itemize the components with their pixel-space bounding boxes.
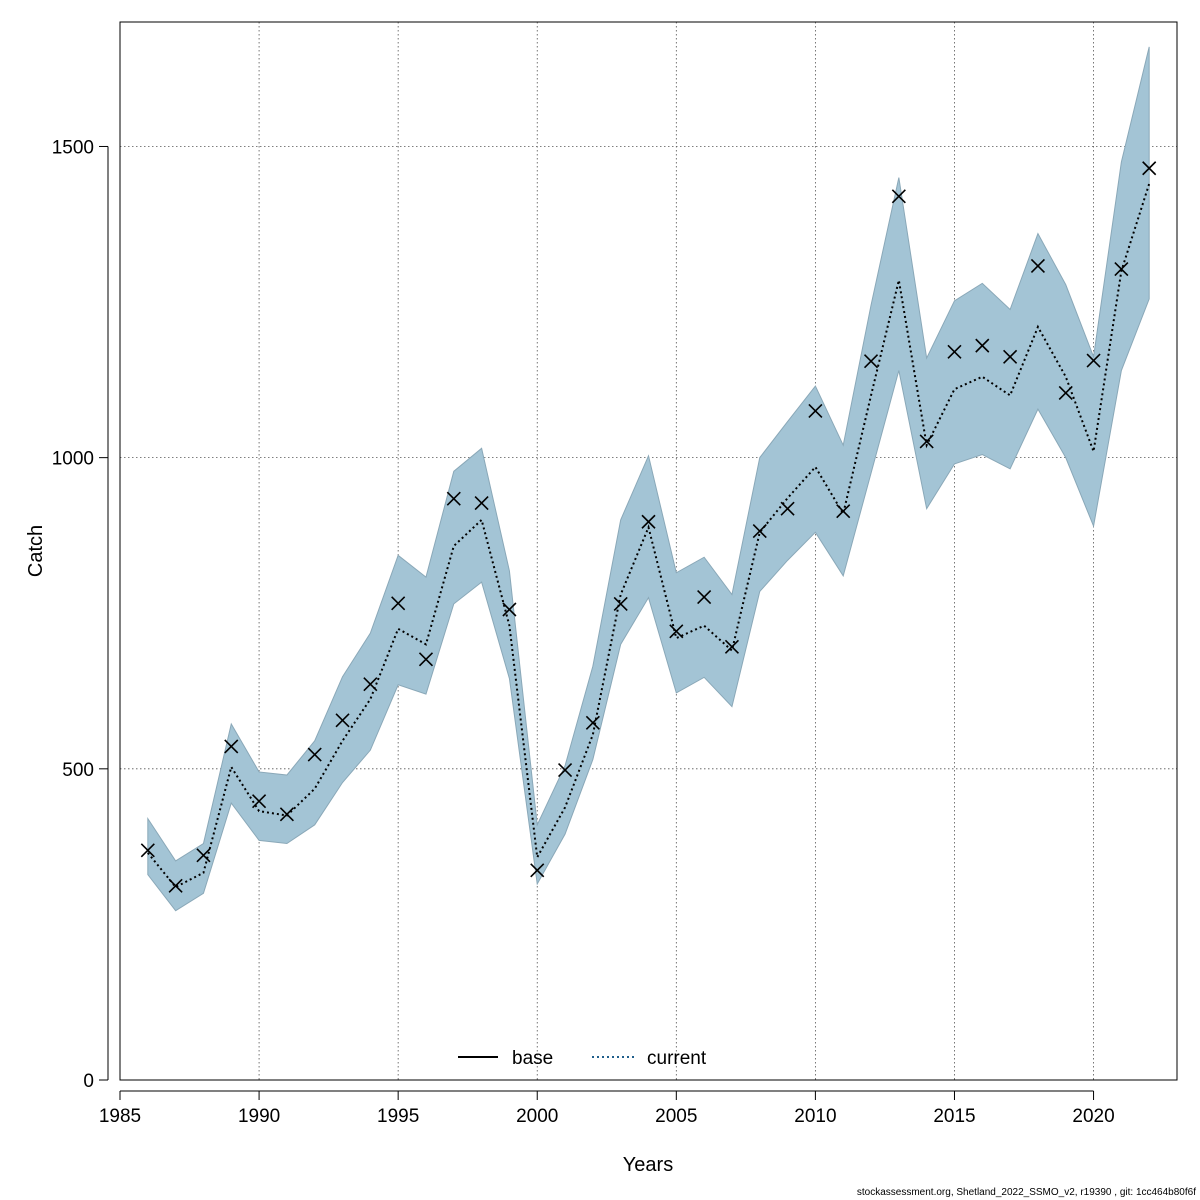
observed-point	[669, 624, 684, 639]
legend-label-base: base	[512, 1048, 553, 1069]
observed-markers	[140, 161, 1157, 893]
current-series-line	[147, 183, 1151, 889]
y-tick-label: 500	[62, 760, 94, 781]
observed-point	[335, 713, 350, 728]
observed-point	[697, 589, 712, 605]
observed-point	[252, 794, 267, 809]
x-tick-label: 1995	[377, 1106, 419, 1127]
observed-point	[641, 514, 656, 529]
series-lines	[147, 183, 1151, 889]
observed-point	[836, 504, 851, 519]
axes: 1985 1990 1995 2000 2005 2010 2015 2020 0 500 1000…	[52, 137, 1115, 1127]
observed-point	[891, 189, 906, 204]
confidence-band	[147, 46, 1150, 912]
observed-point	[446, 491, 461, 506]
y-tick-label: 1500	[52, 137, 94, 158]
y-tick-label: 1000	[52, 449, 94, 470]
observed-point	[557, 763, 573, 778]
observed-point	[1058, 385, 1073, 400]
legend: base current	[458, 1048, 707, 1069]
y-axis-title: Catch	[25, 525, 47, 577]
observed-point	[224, 739, 239, 754]
observed-point	[1142, 161, 1157, 176]
x-tick-label: 1990	[238, 1106, 280, 1127]
observed-point	[947, 344, 962, 359]
observed-point	[808, 403, 823, 419]
x-tick-label: 2015	[933, 1106, 975, 1127]
observed-point	[1003, 349, 1018, 364]
observed-point	[168, 878, 183, 893]
observed-point	[613, 596, 628, 611]
observed-point	[780, 501, 795, 516]
x-tick-label: 2005	[655, 1106, 697, 1127]
y-tick-label: 0	[83, 1071, 94, 1092]
footer-credit: stockassessment.org, Shetland_2022_SSMO_…	[856, 1187, 1196, 1198]
observed-point	[140, 843, 155, 858]
observed-point	[863, 354, 879, 369]
observed-point	[1030, 258, 1045, 274]
observed-point	[391, 596, 406, 611]
observed-point	[196, 848, 211, 863]
x-axis-title: Years	[623, 1154, 673, 1176]
observed-point	[724, 639, 740, 654]
observed-point	[474, 496, 489, 511]
observed-point	[975, 338, 990, 353]
observed-point	[919, 434, 934, 449]
x-tick-label: 2020	[1072, 1106, 1114, 1127]
observed-point	[307, 747, 322, 762]
x-tick-label: 1985	[99, 1106, 141, 1127]
observed-point	[418, 652, 434, 667]
observed-point	[363, 677, 378, 692]
plot-frame	[119, 21, 1178, 1081]
observed-point	[279, 807, 294, 822]
observed-point	[585, 715, 600, 730]
confidence-band-area	[147, 46, 1150, 912]
observed-point	[1086, 353, 1101, 368]
observed-point	[530, 863, 545, 878]
observed-point	[752, 524, 767, 539]
x-tick-label: 2000	[516, 1106, 558, 1127]
legend-label-current: current	[647, 1048, 707, 1069]
x-tick-label: 2010	[794, 1106, 836, 1127]
observed-point	[502, 602, 517, 617]
observed-point	[1114, 262, 1129, 277]
